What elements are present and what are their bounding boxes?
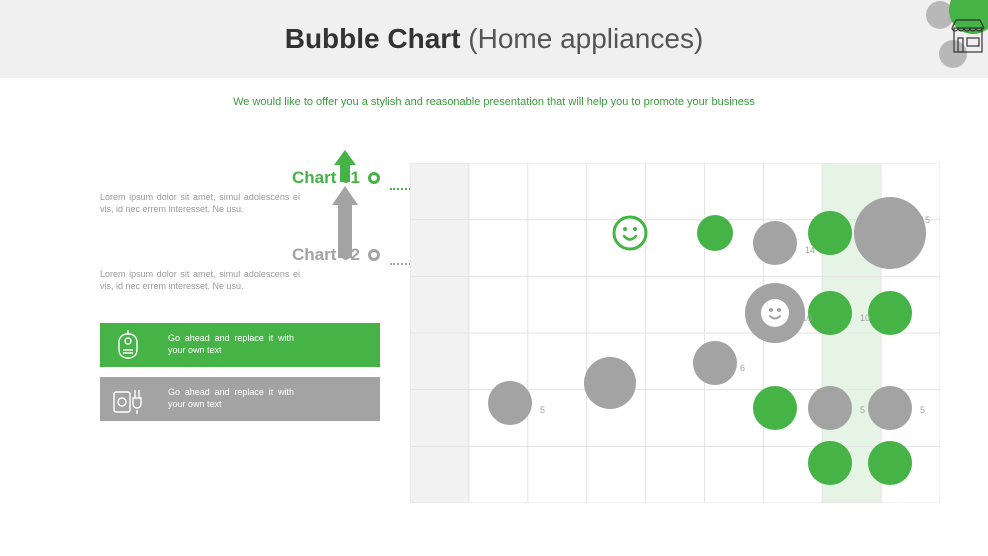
bubble xyxy=(868,386,912,430)
title-bold: Bubble Chart xyxy=(285,23,461,54)
chart1-label-row: Chart 01 xyxy=(100,168,380,188)
chart1-marker xyxy=(368,172,380,184)
value-label: 5 xyxy=(860,405,865,415)
left-column: Chart 01 Lorem ipsum dolor sit amet, sim… xyxy=(100,168,380,431)
value-label: 10 xyxy=(802,313,812,323)
appliance-icon xyxy=(100,323,156,367)
value-label: 5 xyxy=(920,405,925,415)
page-title: Bubble Chart (Home appliances) xyxy=(285,23,704,55)
chart2-marker xyxy=(368,249,380,261)
subtitle: We would like to offer you a stylish and… xyxy=(0,96,988,108)
bubble xyxy=(808,386,852,430)
value-label: 10 xyxy=(860,313,870,323)
content-area: Chart 01 Lorem ipsum dolor sit amet, sim… xyxy=(0,108,988,554)
value-label: 6 xyxy=(740,363,745,373)
chart2-label: Chart 02 xyxy=(292,245,360,265)
bubble xyxy=(808,441,852,485)
smiley-icon xyxy=(761,299,789,327)
chart1-label: Chart 01 xyxy=(292,168,360,188)
bubble xyxy=(753,386,797,430)
value-label: 5 xyxy=(540,405,545,415)
bubble xyxy=(868,441,912,485)
title-light: (Home appliances) xyxy=(461,23,704,54)
value-label: 14 xyxy=(805,245,815,255)
corner-decoration xyxy=(868,0,988,90)
bubble-chart: 15 14 10 10 6 5 5 5 xyxy=(410,163,940,523)
callout-1: Go ahead and replace it with your own te… xyxy=(100,323,380,367)
bubble xyxy=(753,221,797,265)
callout-2: Go ahead and replace it with your own te… xyxy=(100,377,380,421)
callout-text: Go ahead and replace it with your own te… xyxy=(156,387,306,410)
chart1-desc: Lorem ipsum dolor sit amet, simul adoles… xyxy=(100,192,300,215)
chart2-desc: Lorem ipsum dolor sit amet, simul adoles… xyxy=(100,269,300,292)
bubble xyxy=(854,197,926,269)
bubble xyxy=(488,381,532,425)
appliance-icon xyxy=(100,377,156,421)
bubble xyxy=(584,357,636,409)
bubble xyxy=(697,215,733,251)
callout-text: Go ahead and replace it with your own te… xyxy=(156,333,306,356)
bubble xyxy=(808,291,852,335)
value-label: 15 xyxy=(920,215,930,225)
chart2-label-row: Chart 02 xyxy=(100,245,380,265)
callouts: Go ahead and replace it with your own te… xyxy=(100,323,380,421)
header-band: Bubble Chart (Home appliances) xyxy=(0,0,988,78)
bubble xyxy=(693,341,737,385)
bubble xyxy=(868,291,912,335)
